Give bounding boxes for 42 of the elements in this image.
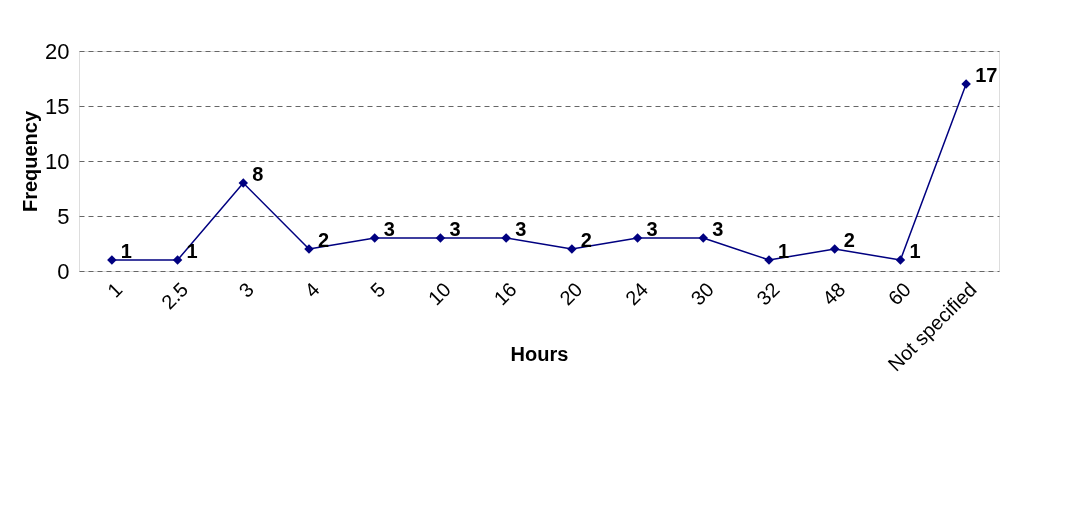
x-tick-label: 20 <box>555 278 587 310</box>
x-tick-label: 5 <box>365 278 390 302</box>
x-tick-label: 24 <box>620 278 653 310</box>
point <box>435 233 446 243</box>
x-tick-label: 3 <box>234 278 258 302</box>
x-tick-label: 16 <box>489 278 521 310</box>
point <box>632 233 643 243</box>
point <box>369 233 380 243</box>
x-axis-title: Hours <box>510 343 569 366</box>
x-tick-label: 1 <box>103 278 127 302</box>
x-tick-label: 60 <box>883 278 916 310</box>
x-tick-label: 2.5 <box>156 278 193 314</box>
y-tick-label: 5 <box>57 203 70 229</box>
data-label: 17 <box>975 64 998 86</box>
x-tick-label: 30 <box>686 278 718 310</box>
y-tick-label: 0 <box>57 258 70 284</box>
data-label: 1 <box>909 240 921 262</box>
data-label: 2 <box>580 229 592 251</box>
point <box>172 255 183 265</box>
point <box>698 233 709 243</box>
data-label: 1 <box>186 240 198 262</box>
x-tick-label: 48 <box>818 278 850 310</box>
x-tick-label: 32 <box>752 278 784 310</box>
data-label: 3 <box>712 218 724 240</box>
data-label: 2 <box>318 229 330 251</box>
data-label: 2 <box>843 229 855 251</box>
data-label: 3 <box>515 218 527 240</box>
point <box>238 178 249 188</box>
x-tick-label: 4 <box>300 278 324 302</box>
data-label: 8 <box>252 163 264 185</box>
y-tick-label: 15 <box>45 93 70 119</box>
point <box>895 255 906 265</box>
x-tick-label: 10 <box>423 278 456 310</box>
y-tick-label: 20 <box>45 38 70 64</box>
data-label: 1 <box>120 240 132 262</box>
data-label: 1 <box>778 240 790 262</box>
point <box>829 244 840 254</box>
data-label: 3 <box>383 218 395 240</box>
y-tick-label: 10 <box>45 148 70 174</box>
data-label: 3 <box>646 218 658 240</box>
data-label: 3 <box>449 218 461 240</box>
y-axis-title: Frequency <box>19 110 42 213</box>
